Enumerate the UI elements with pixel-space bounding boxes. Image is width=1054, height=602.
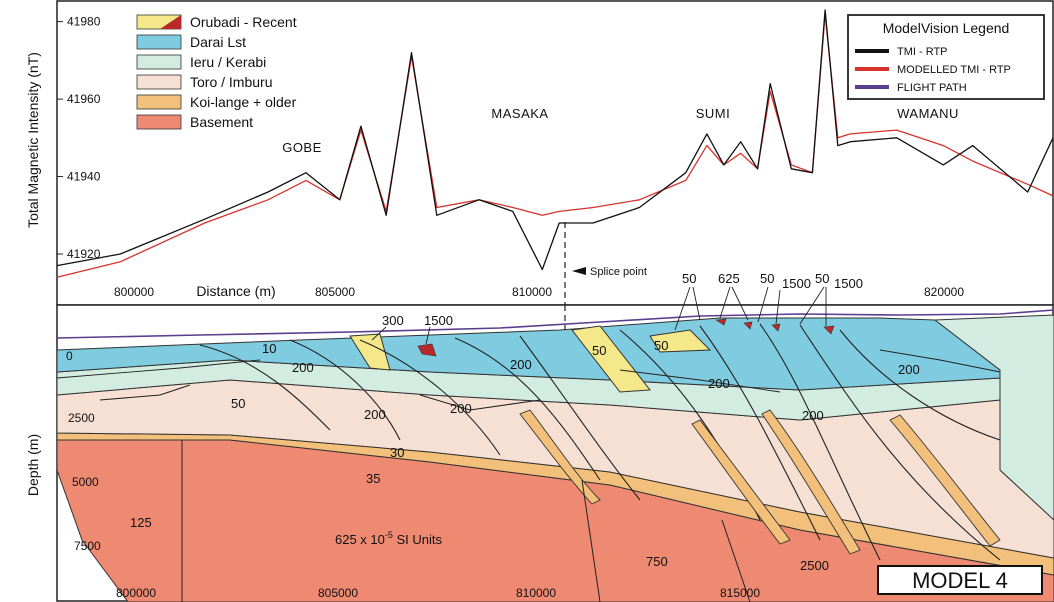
place-label-sumi: SUMI: [696, 106, 731, 121]
sus-label: 1500: [834, 276, 863, 291]
profile-y-tick-label: 41940: [67, 170, 101, 184]
sus-label: 50: [231, 396, 245, 411]
legend-label-basement: Basement: [190, 114, 253, 130]
sus-label-200-right: 200: [898, 362, 920, 377]
section-x-tick-815000: 815000: [720, 586, 760, 600]
profile-y-axis-label: Total Magnetic Intensity (nT): [25, 52, 41, 228]
sus-label: 50: [654, 338, 668, 353]
sus-label: 200: [450, 401, 472, 416]
sus-label: 200: [364, 407, 386, 422]
section-y-axis-label: Depth (m): [25, 434, 41, 496]
sus-label: 125: [130, 515, 152, 530]
model-legend-title: ModelVision Legend: [883, 20, 1010, 36]
profile-y-tick-label: 41960: [67, 92, 101, 106]
legend-label-tmi: TMI - RTP: [897, 46, 948, 58]
legend-label-darai: Darai Lst: [190, 34, 246, 50]
si-units-prefix: 625 x 10: [335, 532, 385, 547]
model-label-box: MODEL 4: [878, 566, 1042, 594]
legend-label-ieru: Ieru / Kerabi: [190, 54, 266, 70]
legend-swatch-darai: [137, 35, 181, 49]
sus-label: 200: [292, 360, 314, 375]
depth-tick-5000: 5000: [72, 475, 99, 489]
place-label-wamanu: WAMANU: [897, 106, 959, 121]
section-x-tick-810000: 810000: [516, 586, 556, 600]
sus-label: 625: [718, 271, 740, 286]
legend-label-toro: Toro / Imburu: [190, 74, 272, 90]
sus-label: 50: [592, 343, 606, 358]
splice-point-label: Splice point: [590, 266, 647, 278]
sus-label: 200: [708, 376, 730, 391]
sus-label: 50: [815, 271, 829, 286]
sus-label: 1500: [424, 313, 453, 328]
legend-item-koi: Koi-lange + older: [137, 94, 297, 110]
si-units-suffix: SI Units: [393, 532, 443, 547]
profile-x-tick-810000: 810000: [512, 285, 552, 299]
sus-label: 200: [802, 408, 824, 423]
legend-label-modelled: MODELLED TMI - RTP: [897, 64, 1011, 76]
legend-label-koi: Koi-lange + older: [190, 94, 297, 110]
section-x-tick-800000: 800000: [116, 586, 156, 600]
si-units-exponent: -5: [385, 530, 393, 540]
model-legend: ModelVision Legend TMI - RTP MODELLED TM…: [848, 15, 1044, 99]
sus-label: 35: [366, 471, 380, 486]
legend-item-basement: Basement: [137, 114, 253, 130]
sus-label: 50: [682, 271, 696, 286]
sus-label: 750: [646, 554, 668, 569]
profile-x-axis-label: Distance (m): [196, 283, 275, 299]
cross-section: [57, 310, 1054, 602]
legend-swatch-koi: [137, 95, 181, 109]
depth-tick-2500: 2500: [68, 411, 95, 425]
sus-label: 1500: [782, 276, 811, 291]
legend-label-orubadi: Orubadi - Recent: [190, 14, 297, 30]
legend-label-flight-path: FLIGHT PATH: [897, 82, 967, 94]
legend-item-darai: Darai Lst: [137, 34, 246, 50]
depth-tick-7500: 7500: [74, 539, 101, 553]
section-x-tick-805000: 805000: [318, 586, 358, 600]
legend-item-ieru: Ieru / Kerabi: [137, 54, 266, 70]
sus-label: 200: [510, 357, 532, 372]
profile-x-tick-820000: 820000: [924, 285, 964, 299]
depth-tick-0: 0: [66, 349, 73, 363]
legend-swatch-toro: [137, 75, 181, 89]
sus-label: 10: [262, 341, 276, 356]
sus-label: 30: [390, 445, 404, 460]
legend-swatch-ieru: [137, 55, 181, 69]
place-label-gobe: GOBE: [282, 140, 322, 155]
sus-label: 300: [382, 313, 404, 328]
model-label: MODEL 4: [912, 568, 1008, 593]
profile-y-tick-label: 41980: [67, 15, 101, 29]
sus-label: 50: [760, 271, 774, 286]
profile-x-tick-800000: 800000: [114, 285, 154, 299]
place-label-masaka: MASAKA: [491, 106, 548, 121]
legend-swatch-basement: [137, 115, 181, 129]
legend-item-toro: Toro / Imburu: [137, 74, 272, 90]
legend-item-orubadi: Orubadi - Recent: [137, 14, 297, 30]
sus-label: 2500: [800, 558, 829, 573]
profile-x-tick-805000: 805000: [315, 285, 355, 299]
